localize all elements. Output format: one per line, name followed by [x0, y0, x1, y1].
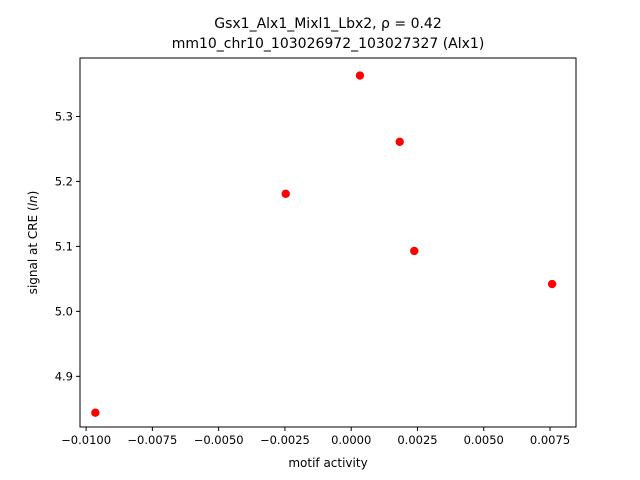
y-axis-ticks: 4.9 5.0 5.1 5.2 5.3 [55, 109, 80, 383]
x-axis-ticks: −0.0100 −0.0075 −0.0050 −0.0025 0.0000 0.0025… [61, 427, 570, 447]
x-tick-label: 0.0050 [464, 433, 504, 447]
x-tick-label: −0.0050 [194, 433, 244, 447]
chart-title-line1: Gsx1_Alx1_Mixl1_Lbx2, ρ = 0.42 [214, 16, 442, 32]
y-tick-label: 5.1 [55, 239, 73, 253]
x-tick-label: −0.0100 [61, 433, 111, 447]
y-axis-label: signal at CRE (ln) [26, 191, 40, 295]
x-tick-label: −0.0075 [127, 433, 177, 447]
x-tick-label: 0.0075 [530, 433, 570, 447]
x-tick-label: 0.0025 [397, 433, 437, 447]
y-tick-label: 5.3 [55, 109, 73, 123]
plot-area-frame [79, 57, 577, 428]
scatter-point [91, 408, 100, 417]
x-tick-label: 0.0000 [331, 433, 371, 447]
x-axis-label: motif activity [288, 456, 367, 470]
data-points [91, 71, 557, 417]
scatter-point [410, 246, 419, 256]
scatter-point [355, 71, 365, 80]
y-tick-label: 5.2 [55, 174, 73, 188]
scatter-point [281, 189, 290, 198]
y-tick-label: 4.9 [55, 369, 73, 383]
scatter-point [547, 279, 557, 289]
chart-title-line2: mm10_chr10_103026972_103027327 (Alx1) [172, 36, 485, 52]
x-tick-label: −0.0025 [260, 433, 310, 447]
y-tick-label: 5.0 [55, 304, 73, 318]
scatter-point [395, 137, 404, 147]
